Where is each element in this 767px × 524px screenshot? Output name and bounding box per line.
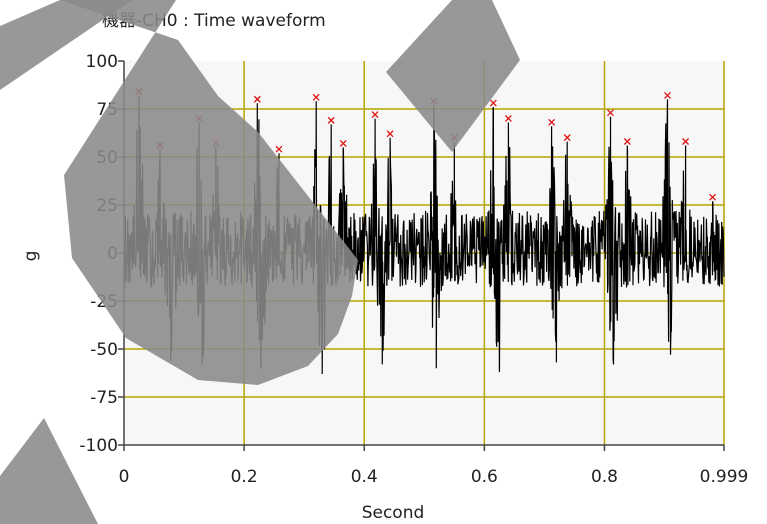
x-axis-label: Second bbox=[362, 503, 425, 523]
peak-marker bbox=[664, 91, 672, 99]
peak-marker bbox=[563, 134, 571, 142]
y-tick-label: 100 bbox=[86, 52, 118, 72]
peak-marker bbox=[682, 138, 690, 145]
peak-marker bbox=[386, 130, 394, 138]
y-tick-label: -100 bbox=[79, 436, 118, 456]
x-tick-label: 0.4 bbox=[351, 467, 378, 487]
y-tick-label: -75 bbox=[90, 388, 118, 408]
peak-marker bbox=[623, 138, 631, 145]
overlay-shape-bottom-left bbox=[0, 418, 98, 524]
y-tick-label: -50 bbox=[90, 340, 118, 360]
peak-marker bbox=[253, 95, 261, 103]
peak-marker bbox=[548, 118, 556, 126]
peak-marker bbox=[489, 99, 497, 107]
peak-marker bbox=[339, 139, 347, 147]
peak-marker bbox=[607, 109, 614, 117]
peak-marker bbox=[371, 111, 379, 119]
x-tick-label: 0.2 bbox=[231, 467, 258, 487]
x-tick-label: 0 bbox=[119, 467, 130, 487]
peak-marker bbox=[327, 116, 335, 124]
x-tick-label: 0.8 bbox=[591, 467, 618, 487]
peak-marker bbox=[275, 145, 283, 153]
overlay-shape-top-diamond bbox=[386, 0, 520, 152]
peak-marker bbox=[504, 114, 512, 122]
peak-marker bbox=[709, 193, 717, 201]
overlay-shape-left-curve bbox=[60, 0, 358, 385]
y-axis-label: g bbox=[21, 251, 41, 262]
peak-marker bbox=[312, 93, 320, 101]
x-tick-label: 0.6 bbox=[471, 467, 498, 487]
x-tick-label: 0.999 bbox=[700, 467, 749, 487]
overlay-shape-left-bar bbox=[0, 0, 132, 90]
